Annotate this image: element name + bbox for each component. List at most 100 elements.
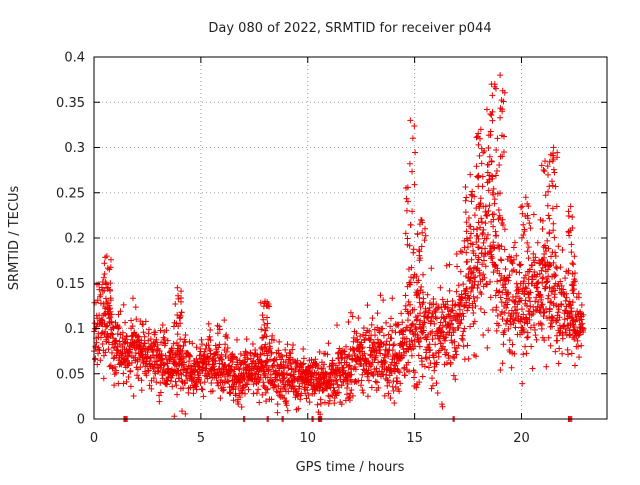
data-point	[466, 295, 473, 302]
data-point	[433, 350, 440, 357]
data-point	[455, 282, 462, 289]
data-point	[216, 323, 223, 330]
data-point	[463, 299, 470, 306]
data-point	[474, 259, 481, 266]
data-point	[453, 251, 460, 258]
data-point	[264, 352, 271, 359]
data-point	[479, 173, 486, 180]
data-point	[99, 287, 106, 294]
data-point	[450, 353, 457, 360]
axis-ticks: 0 0.05 0.1 0.15 0.2 0.25 0.3 0.35 0.4 0 5 10 15 20	[56, 51, 607, 446]
data-point	[473, 239, 480, 246]
data-point	[163, 327, 170, 334]
data-point	[106, 315, 113, 322]
data-point	[571, 270, 578, 277]
data-point	[569, 287, 576, 294]
data-point	[281, 374, 288, 381]
data-point	[534, 271, 541, 278]
data-point	[309, 364, 316, 371]
data-point	[510, 311, 517, 318]
data-point	[116, 360, 123, 367]
data-point	[411, 306, 418, 313]
data-point	[172, 300, 179, 307]
data-point	[474, 285, 481, 292]
data-point	[317, 384, 324, 391]
data-point	[493, 147, 500, 154]
data-point	[359, 371, 366, 378]
data-point	[520, 221, 527, 228]
data-point	[312, 356, 319, 363]
data-point	[458, 293, 465, 300]
data-point	[472, 302, 479, 309]
data-point	[287, 356, 294, 363]
data-point	[495, 322, 502, 329]
data-point	[180, 385, 187, 392]
data-point	[451, 338, 458, 345]
data-point	[367, 351, 374, 358]
data-point	[387, 315, 394, 322]
data-point	[267, 345, 274, 352]
data-point	[160, 361, 167, 368]
data-point	[396, 369, 403, 376]
data-point	[523, 285, 530, 292]
data-point	[384, 382, 391, 389]
data-point	[463, 194, 470, 201]
data-point	[115, 311, 122, 318]
data-point	[241, 390, 248, 397]
data-point	[544, 295, 551, 302]
data-point	[238, 404, 245, 411]
data-point	[290, 342, 297, 349]
y-tick-label: 0.25	[56, 186, 85, 201]
data-point	[509, 341, 516, 348]
data-point	[177, 347, 184, 354]
data-point	[413, 273, 420, 280]
data-point	[531, 322, 538, 329]
data-point	[97, 291, 104, 298]
data-point	[546, 229, 553, 236]
data-point	[403, 341, 410, 348]
data-point	[374, 310, 381, 317]
data-point	[94, 361, 101, 368]
data-point	[186, 338, 193, 345]
data-point	[220, 370, 227, 377]
data-points	[91, 72, 587, 422]
data-point	[414, 279, 421, 286]
data-point	[483, 235, 490, 242]
data-point	[288, 365, 295, 372]
data-point	[468, 191, 475, 198]
data-point	[377, 339, 384, 346]
data-point	[511, 350, 518, 357]
data-point	[167, 378, 174, 385]
data-point	[132, 304, 139, 311]
data-point	[475, 281, 482, 288]
data-point	[270, 337, 277, 344]
data-point	[358, 382, 365, 389]
data-point	[494, 135, 501, 142]
data-point	[374, 379, 381, 386]
data-point	[201, 348, 208, 355]
data-point	[390, 342, 397, 349]
data-point	[506, 272, 513, 279]
data-point	[509, 260, 516, 267]
data-point	[402, 230, 409, 237]
data-point	[126, 360, 133, 367]
data-point	[569, 317, 576, 324]
data-point	[461, 325, 468, 332]
data-point	[146, 382, 153, 389]
data-point	[225, 378, 232, 385]
data-point	[98, 316, 105, 323]
data-point	[511, 239, 518, 246]
data-point	[464, 307, 471, 314]
data-point	[100, 375, 107, 382]
data-point	[558, 282, 565, 289]
data-point	[419, 229, 426, 236]
data-point	[164, 360, 171, 367]
data-point	[95, 350, 102, 357]
data-point	[230, 397, 237, 404]
data-point	[141, 340, 148, 347]
data-point	[297, 396, 304, 403]
data-point	[495, 242, 502, 249]
x-tick-label: 15	[406, 431, 423, 446]
data-point	[499, 106, 506, 113]
